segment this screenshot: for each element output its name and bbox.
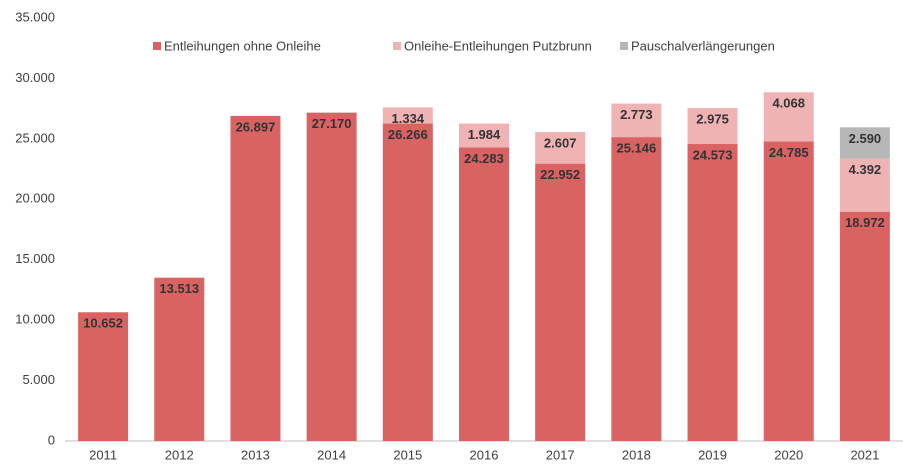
bar-segment	[459, 147, 509, 442]
x-tick-label: 2012	[165, 447, 194, 462]
bar-segment	[839, 158, 890, 212]
y-tick-label: 25.000	[15, 130, 55, 145]
value-label: 24.573	[693, 147, 733, 162]
bar-segment	[306, 112, 357, 442]
bar-segment	[763, 92, 814, 142]
value-label: 25.146	[616, 141, 656, 156]
y-tick-label: 15.000	[15, 251, 55, 266]
legend-label: Pauschalverlängerungen	[631, 38, 775, 53]
bar-segment	[78, 312, 129, 441]
bar-segment	[687, 108, 738, 145]
legend-swatch	[620, 42, 628, 50]
x-tick-label: 2011	[89, 447, 117, 462]
y-tick-label: 10.000	[15, 312, 55, 327]
y-tick-label: 5.000	[22, 372, 55, 387]
value-label: 2.607	[544, 136, 577, 151]
value-label: 26.897	[236, 119, 276, 134]
bar-segment	[611, 103, 662, 138]
value-label: 18.972	[845, 215, 885, 230]
x-tick-label: 2018	[622, 447, 651, 462]
legend-label: Entleihungen ohne Onleihe	[164, 38, 321, 53]
bar-segment	[839, 127, 890, 159]
value-label: 4.068	[772, 96, 805, 111]
value-label: 1.984	[468, 127, 501, 142]
bar-segment	[382, 123, 433, 441]
bar-segment	[230, 115, 281, 441]
bar-segment	[154, 277, 205, 441]
bar-segment	[839, 211, 890, 441]
bar-segment	[535, 163, 586, 441]
x-tick-label: 2015	[393, 447, 422, 462]
bar-segment	[763, 141, 814, 441]
value-label: 26.266	[388, 127, 428, 142]
bar-segment	[459, 123, 509, 148]
value-label: 2.975	[696, 112, 729, 127]
value-label: 10.652	[83, 316, 123, 331]
value-label: 24.785	[769, 145, 809, 160]
x-tick-label: 2017	[546, 447, 575, 462]
value-label: 2.590	[849, 131, 882, 146]
y-tick-label: 0	[48, 432, 55, 447]
value-label: 13.513	[159, 281, 199, 296]
bar-segment	[535, 132, 586, 164]
bar-segment	[611, 137, 662, 441]
y-tick-label: 35.000	[15, 9, 55, 24]
x-tick-label: 2020	[774, 447, 803, 462]
x-tick-label: 2014	[317, 447, 346, 462]
value-label: 4.392	[849, 162, 882, 177]
y-tick-label: 30.000	[15, 70, 55, 85]
x-tick-label: 2019	[698, 447, 727, 462]
bar-segment	[382, 107, 433, 124]
x-tick-label: 2016	[470, 447, 499, 462]
value-label: 24.283	[464, 151, 504, 166]
value-label: 27.170	[312, 116, 352, 131]
value-label: 2.773	[620, 107, 653, 122]
value-label: 1.334	[392, 111, 425, 126]
legend-swatch	[153, 42, 161, 50]
legend-swatch	[393, 42, 401, 50]
legend-label: Onleihe-Entleihungen Putzbrunn	[404, 38, 592, 53]
x-tick-label: 2021	[850, 447, 879, 462]
value-label: 22.952	[540, 167, 580, 182]
bar-segment	[687, 144, 738, 441]
x-tick-label: 2013	[241, 447, 270, 462]
y-tick-label: 20.000	[15, 191, 55, 206]
